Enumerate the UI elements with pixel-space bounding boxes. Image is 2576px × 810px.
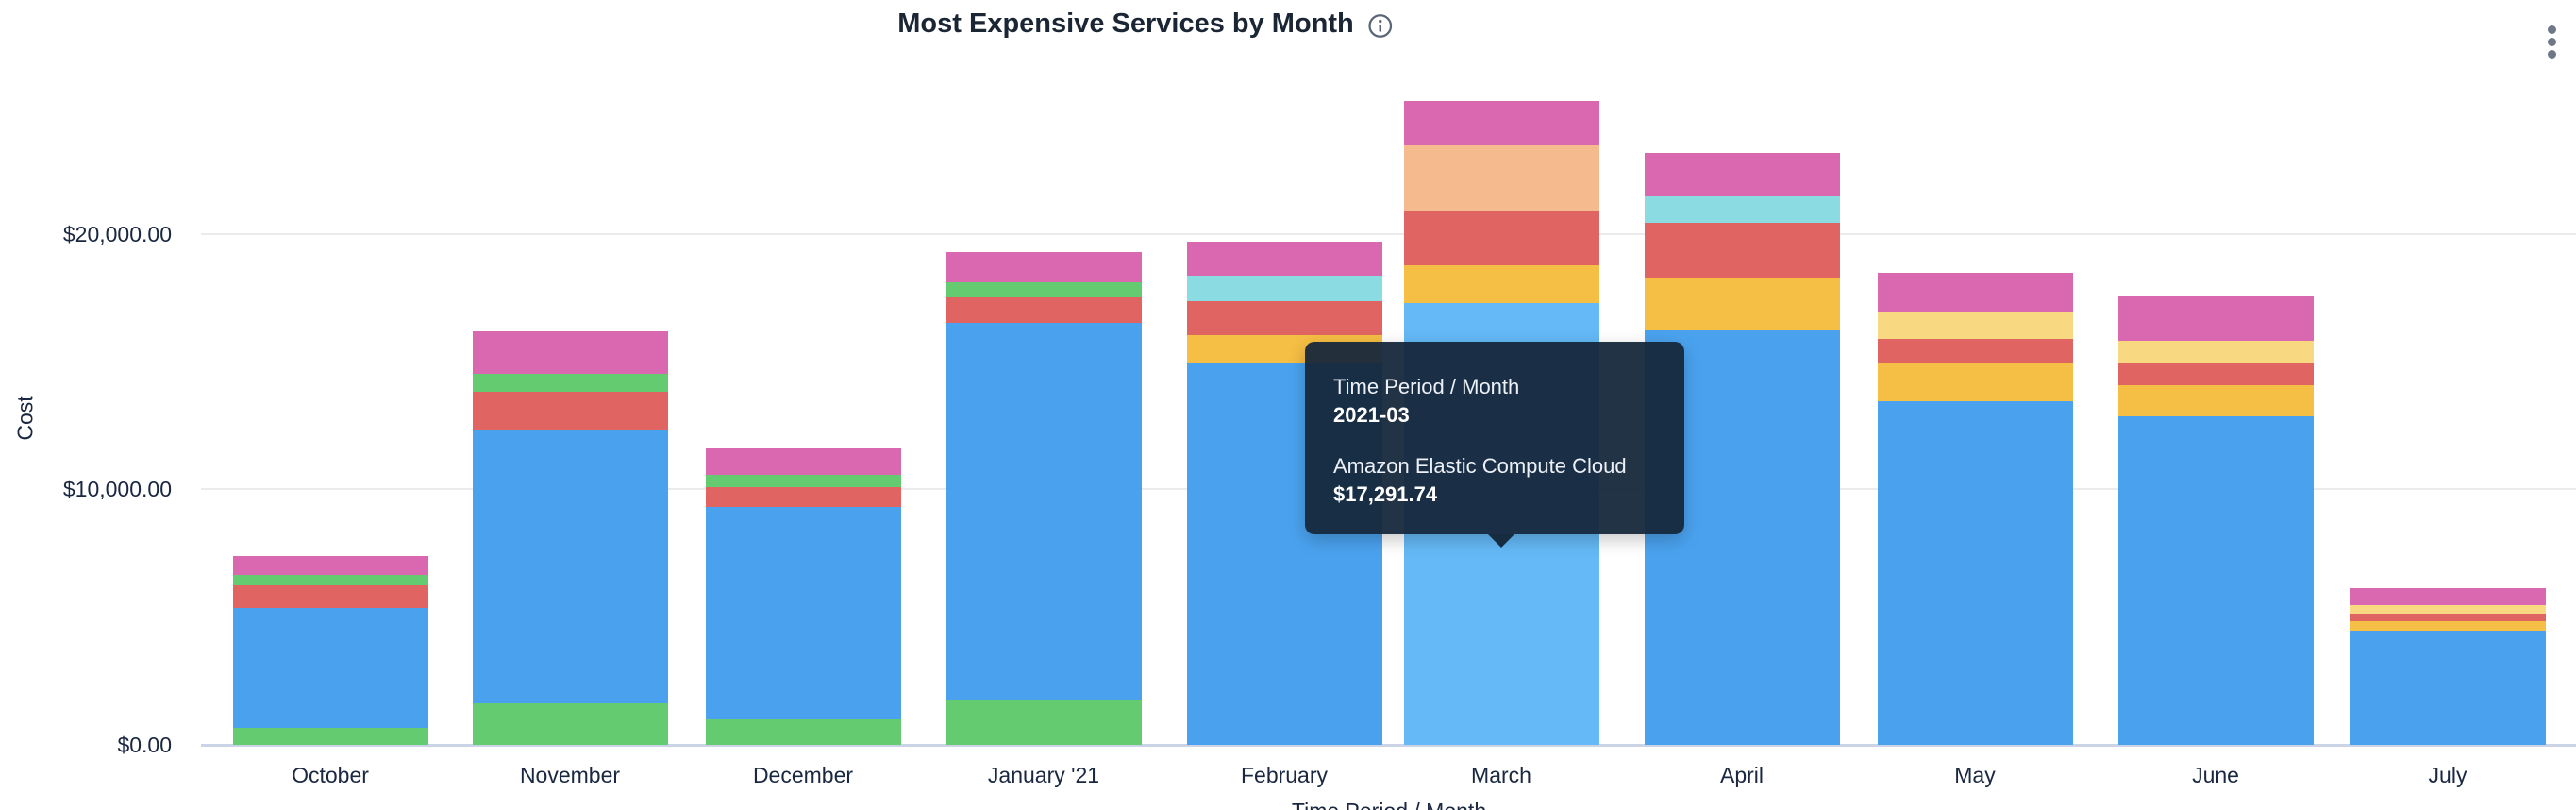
bar-january-21[interactable]	[945, 251, 1142, 745]
bar-segment-red[interactable]	[232, 585, 428, 609]
bar-segment-red[interactable]	[1877, 338, 2073, 363]
y-tick-label-20000: $20,000.00	[62, 222, 172, 246]
bar-segment-light_yellow[interactable]	[1877, 312, 2073, 339]
bar-segment-pink[interactable]	[1403, 100, 1599, 146]
x-tick-label: February	[1240, 763, 1329, 787]
x-tick-label: May	[1954, 763, 1996, 787]
tooltip-series-label: Amazon Elastic Compute Cloud	[1333, 454, 1627, 478]
bar-february[interactable]	[1186, 241, 1382, 745]
x-tick-label: October	[292, 763, 369, 787]
bar-december[interactable]	[705, 447, 901, 745]
bar-april[interactable]	[1644, 152, 1840, 745]
gridline-20000	[201, 233, 2576, 235]
x-tick-label: April	[1719, 763, 1765, 787]
bar-segment-cyan[interactable]	[1186, 275, 1382, 301]
bar-segment-blue[interactable]	[2117, 415, 2314, 745]
bar-july[interactable]	[2350, 588, 2546, 745]
bar-segment-yellow[interactable]	[1877, 362, 2073, 401]
bar-segment-pink[interactable]	[232, 556, 428, 576]
bar-segment-pink[interactable]	[1877, 273, 2073, 313]
bar-segment-blue[interactable]	[705, 507, 901, 719]
kebab-dot	[2548, 25, 2556, 34]
bar-segment-pink[interactable]	[2350, 588, 2546, 606]
chart-header: Most Expensive Services by Month	[897, 8, 1393, 40]
tooltip-dimension-label: Time Period / Month	[1333, 375, 1520, 398]
tooltip-series-value: $17,291.74	[1333, 482, 1438, 506]
x-tick-label: July	[2428, 763, 2467, 787]
bar-segment-pink[interactable]	[1644, 152, 1840, 196]
bar-segment-pink[interactable]	[2117, 295, 2314, 341]
bar-segment-red[interactable]	[2117, 363, 2314, 385]
bar-segment-cyan[interactable]	[1644, 195, 1840, 223]
bar-segment-peach[interactable]	[1403, 145, 1599, 211]
bar-november[interactable]	[472, 331, 668, 745]
y-tick-label-0: $0.00	[117, 733, 172, 757]
bar-segment-yellow[interactable]	[2117, 384, 2314, 416]
bar-segment-blue[interactable]	[232, 608, 428, 729]
bar-segment-green[interactable]	[945, 700, 1142, 745]
bar-may[interactable]	[1877, 273, 2073, 745]
bar-segment-green[interactable]	[705, 718, 901, 745]
tooltip-dimension-value: 2021-03	[1333, 403, 1410, 427]
x-axis-line	[201, 744, 2576, 747]
page-title: Most Expensive Services by Month	[897, 8, 1354, 39]
y-tick-label-10000: $10,000.00	[62, 477, 172, 501]
bar-segment-blue[interactable]	[472, 430, 668, 704]
bar-segment-red[interactable]	[1644, 222, 1840, 278]
x-tick-label: November	[519, 763, 621, 787]
bar-segment-pink[interactable]	[1186, 241, 1382, 276]
bar-segment-blue[interactable]	[2350, 631, 2546, 745]
tooltip-spacer	[1333, 430, 1656, 452]
bar-segment-green[interactable]	[232, 728, 428, 745]
bar-segment-red[interactable]	[2350, 614, 2546, 622]
bar-segment-red[interactable]	[945, 296, 1142, 323]
bar-segment-red[interactable]	[705, 486, 901, 508]
bar-segment-light_yellow[interactable]	[2350, 605, 2546, 615]
bar-segment-green[interactable]	[472, 374, 668, 393]
bar-segment-yellow[interactable]	[1403, 265, 1599, 304]
bar-segment-yellow[interactable]	[2350, 621, 2546, 632]
kebab-dot	[2548, 50, 2556, 59]
bar-segment-blue[interactable]	[945, 322, 1142, 700]
x-axis-title: Time Period / Month	[1292, 799, 1486, 810]
x-tick-label: January '21	[987, 763, 1100, 787]
x-tick-label: June	[2192, 763, 2239, 787]
tooltip: Time Period / Month 2021-03 Amazon Elast…	[1305, 342, 1684, 548]
bar-june[interactable]	[2117, 295, 2314, 745]
info-icon[interactable]	[1368, 13, 1394, 39]
bar-segment-red[interactable]	[472, 392, 668, 430]
bar-segment-pink[interactable]	[945, 251, 1142, 282]
bar-segment-green[interactable]	[232, 575, 428, 586]
x-tick-label: December	[752, 763, 854, 787]
bar-segment-red[interactable]	[1403, 211, 1599, 266]
bar-segment-pink[interactable]	[705, 447, 901, 475]
bar-october[interactable]	[232, 556, 428, 745]
bar-segment-green[interactable]	[945, 281, 1142, 297]
bar-segment-blue[interactable]	[1877, 400, 2073, 745]
bar-segment-pink[interactable]	[472, 331, 668, 375]
x-tick-label: March	[1471, 763, 1531, 787]
bar-segment-light_yellow[interactable]	[2117, 340, 2314, 363]
kebab-menu-icon[interactable]	[2546, 24, 2558, 60]
bar-segment-green[interactable]	[705, 474, 901, 487]
bar-segment-green[interactable]	[472, 703, 668, 745]
bar-segment-red[interactable]	[1186, 300, 1382, 335]
bar-segment-yellow[interactable]	[1644, 278, 1840, 330]
kebab-dot	[2548, 38, 2556, 46]
